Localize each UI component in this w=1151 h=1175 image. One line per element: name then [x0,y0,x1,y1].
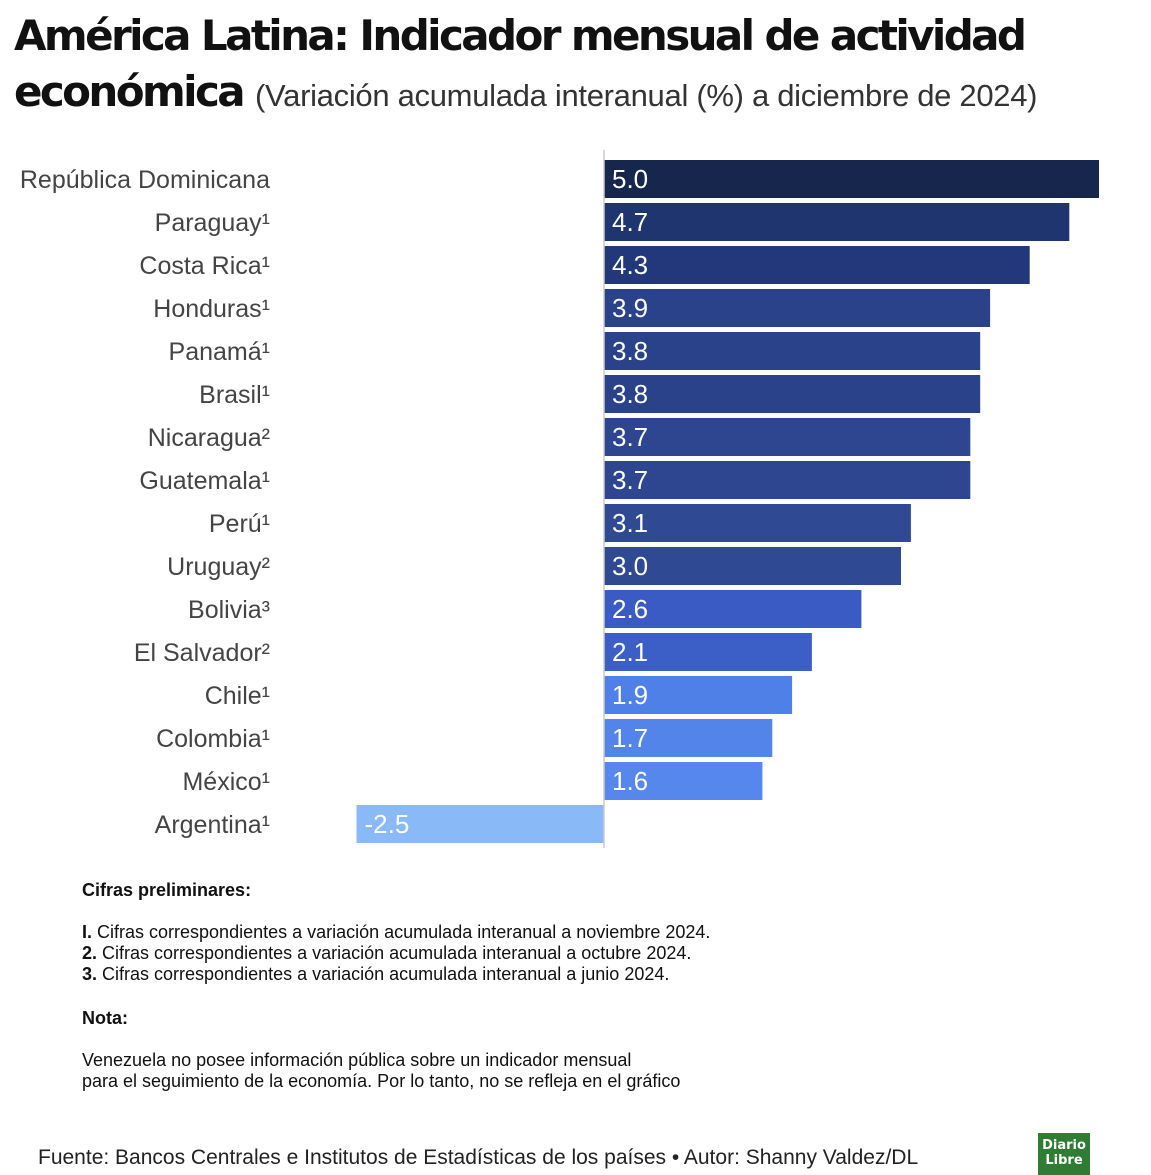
note-item-2: 2. Cifras correspondientes a variación a… [82,943,842,964]
category-label-7: Nicaragua² [148,424,270,452]
category-label-3: Costa Rica¹ [139,252,270,280]
bar-chart: República Dominicana 5.0 Paraguay¹ 4.7 Costa… [0,150,1151,865]
bar-7 [604,418,971,456]
category-label-11: Bolivia³ [188,596,270,624]
category-label-4: Honduras¹ [153,295,270,323]
category-label-13: Chile¹ [205,682,270,710]
logo-line-2: Libre [1045,1153,1083,1168]
note-mark-2: 2. [82,943,98,963]
category-label-5: Panamá¹ [169,338,270,366]
category-label-9: Perú¹ [209,510,270,538]
value-label-7: 3.7 [612,422,648,452]
notes-block: Cifras preliminares: I. Cifras correspon… [82,880,842,1092]
bar-4 [604,289,991,327]
value-label-10: 3.0 [612,551,648,581]
value-label-15: 1.6 [612,766,648,796]
category-label-16: Argentina¹ [155,811,270,839]
bar-16 [356,805,604,843]
chart-title-main: América Latina: Indicador mensual de act… [14,11,1027,116]
value-label-14: 1.7 [612,723,648,753]
nota-line-1: Venezuela no posee información pública s… [82,1050,632,1070]
bar-5 [604,332,981,370]
note-text-2: Cifras correspondientes a variación acum… [97,943,692,963]
bar-10 [604,547,901,585]
value-label-6: 3.8 [612,379,648,409]
category-label-2: Paraguay¹ [155,209,270,237]
bar-12 [604,633,812,671]
bar-14 [604,719,773,757]
source-credit: Fuente: Bancos Centrales e Institutos de… [38,1146,919,1169]
category-label-12: El Salvador² [134,639,270,667]
note-mark-1: I. [82,922,93,942]
nota-line-2: para el seguimiento de la economía. Por … [82,1071,681,1091]
value-label-11: 2.6 [612,594,648,624]
bar-2 [604,203,1070,241]
category-label-10: Uruguay² [167,553,270,581]
value-label-2: 4.7 [612,207,648,237]
value-label-9: 3.1 [612,508,648,538]
category-label-6: Brasil¹ [199,381,270,409]
value-label-13: 1.9 [612,680,648,710]
bar-13 [604,676,793,714]
note-mark-3: 3. [82,964,98,984]
nota-heading: Nota: [82,1008,128,1028]
bar-3 [604,246,1030,284]
category-label-8: Guatemala¹ [139,467,270,495]
value-label-5: 3.8 [612,336,648,366]
bar-11 [604,590,862,628]
value-label-4: 3.9 [612,293,648,323]
value-label-8: 3.7 [612,465,648,495]
notes-heading: Cifras preliminares: [82,880,252,900]
bar-6 [604,375,981,413]
logo-line-1: Diario [1042,1138,1086,1153]
category-label-1: República Dominicana [20,166,270,194]
bar-9 [604,504,911,542]
category-label-14: Colombia¹ [156,725,270,753]
bar-8 [604,461,971,499]
value-label-16: -2.5 [365,809,410,839]
chart-title: América Latina: Indicador mensual de act… [14,8,1134,124]
note-text-1: Cifras correspondientes a variación acum… [92,922,711,942]
value-label-12: 2.1 [612,637,648,667]
value-label-1: 5.0 [612,164,648,194]
bar-1 [604,160,1099,198]
bar-15 [604,762,763,800]
chart-subtitle: (Variación acumulada interanual (%) a di… [255,78,1038,113]
note-item-1: I. Cifras correspondientes a variación a… [82,922,842,943]
value-label-3: 4.3 [612,250,648,280]
category-label-15: México¹ [182,768,270,796]
diario-libre-logo: Diario Libre [1038,1133,1090,1175]
bar-chart-svg: República Dominicana 5.0 Paraguay¹ 4.7 Costa… [20,150,1099,848]
note-item-3: 3. Cifras correspondientes a variación a… [82,964,842,985]
note-text-3: Cifras correspondientes a variación acum… [97,964,670,984]
